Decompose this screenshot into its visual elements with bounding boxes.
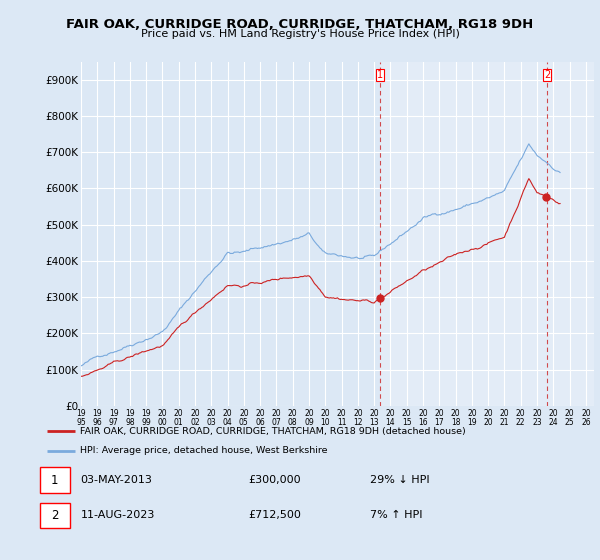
Text: £300,000: £300,000 bbox=[249, 475, 301, 485]
FancyBboxPatch shape bbox=[40, 467, 70, 493]
Text: 2: 2 bbox=[51, 509, 58, 522]
Text: Price paid vs. HM Land Registry's House Price Index (HPI): Price paid vs. HM Land Registry's House … bbox=[140, 29, 460, 39]
Text: HPI: Average price, detached house, West Berkshire: HPI: Average price, detached house, West… bbox=[80, 446, 328, 455]
Text: £712,500: £712,500 bbox=[249, 511, 302, 520]
Text: FAIR OAK, CURRIDGE ROAD, CURRIDGE, THATCHAM, RG18 9DH (detached house): FAIR OAK, CURRIDGE ROAD, CURRIDGE, THATC… bbox=[80, 427, 466, 436]
Text: 11-AUG-2023: 11-AUG-2023 bbox=[80, 511, 155, 520]
Bar bbox=[380, 62, 594, 406]
Text: FAIR OAK, CURRIDGE ROAD, CURRIDGE, THATCHAM, RG18 9DH: FAIR OAK, CURRIDGE ROAD, CURRIDGE, THATC… bbox=[67, 18, 533, 31]
Text: 1: 1 bbox=[51, 474, 58, 487]
Text: 7% ↑ HPI: 7% ↑ HPI bbox=[370, 511, 423, 520]
Text: 1: 1 bbox=[377, 70, 383, 80]
Text: 29% ↓ HPI: 29% ↓ HPI bbox=[370, 475, 430, 485]
Text: 03-MAY-2013: 03-MAY-2013 bbox=[80, 475, 152, 485]
Text: 2: 2 bbox=[544, 70, 550, 80]
FancyBboxPatch shape bbox=[40, 502, 70, 529]
